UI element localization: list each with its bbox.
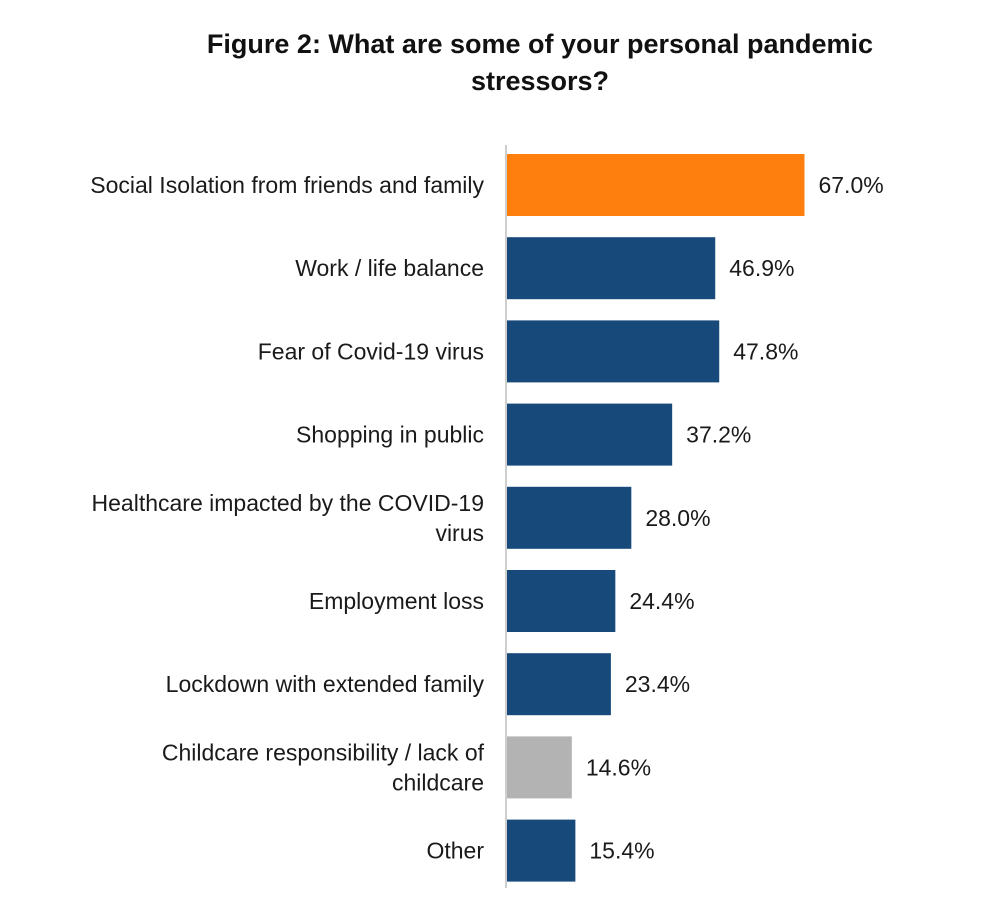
value-label: 14.6%: [586, 754, 651, 780]
value-label: 46.9%: [729, 255, 794, 281]
category-label: Other: [426, 838, 484, 864]
bar: [507, 736, 572, 799]
value-label: 24.4%: [629, 588, 694, 614]
category-label: Childcare responsibility / lack of childc…: [162, 739, 485, 795]
bar: [507, 403, 673, 466]
category-label: Lockdown with extended family: [166, 671, 485, 697]
bar: [507, 154, 805, 216]
category-label: Work / life balance: [295, 255, 484, 281]
bar: [507, 486, 632, 549]
value-label: 47.8%: [733, 338, 798, 364]
category-label: Healthcare impacted by the COVID-19 virus: [92, 490, 484, 546]
value-label: 28.0%: [645, 505, 710, 531]
value-label: 67.0%: [818, 172, 883, 198]
value-label: 23.4%: [625, 671, 690, 697]
bar: [507, 819, 576, 882]
category-label: Shopping in public: [296, 422, 484, 448]
value-label: 15.4%: [589, 838, 654, 864]
bar: [507, 320, 720, 383]
bar: [507, 653, 611, 716]
bar: [507, 570, 616, 632]
category-label: Fear of Covid-19 virus: [258, 338, 484, 364]
chart-title: Figure 2: What are some of your personal…: [206, 29, 874, 96]
bar: [507, 237, 716, 300]
value-label: 37.2%: [686, 422, 751, 448]
category-label: Social Isolation from friends and family: [90, 172, 484, 198]
category-label: Employment loss: [309, 588, 484, 614]
